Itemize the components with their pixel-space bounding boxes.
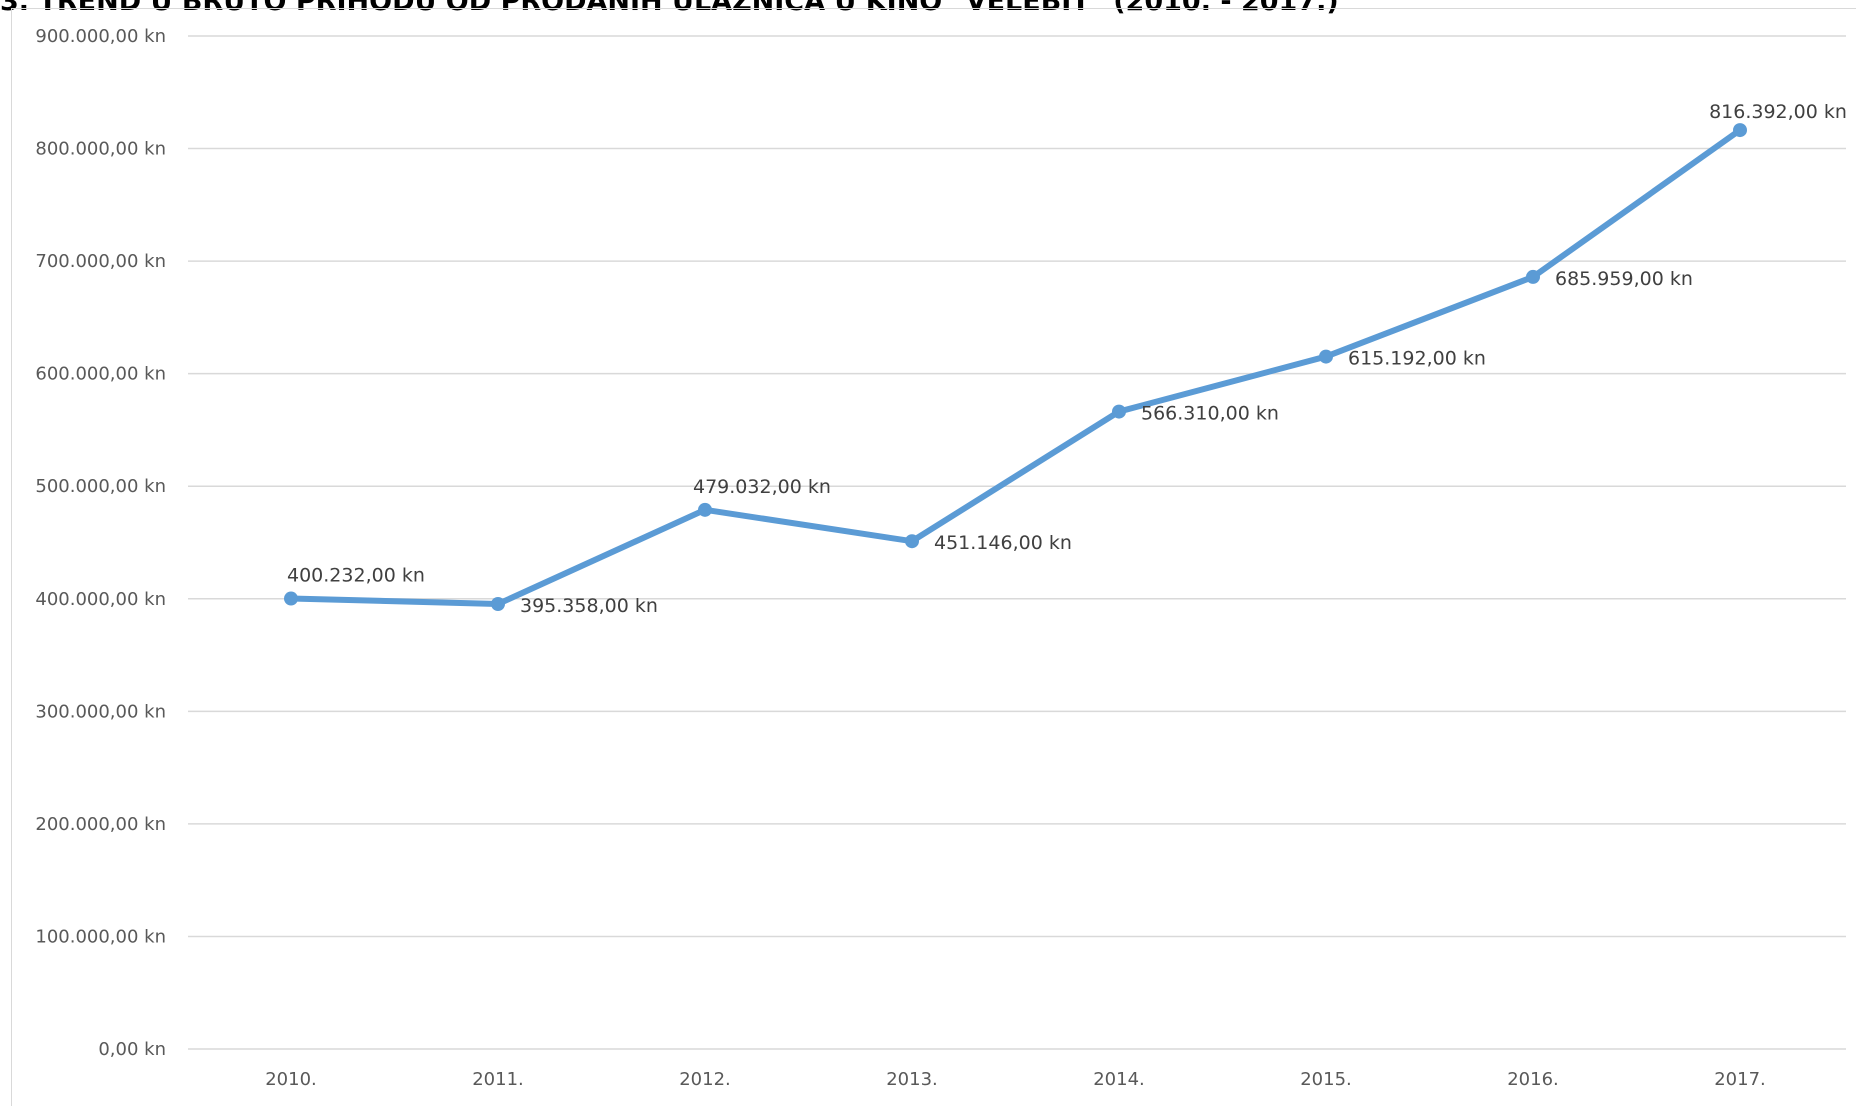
y-tick-label: 100.000,00 kn: [35, 926, 166, 947]
x-axis-tick-labels: 2010. 2011. 2012. 2013. 2014. 2015. 2016. 2017.: [265, 1069, 1766, 1090]
data-point: [491, 597, 505, 612]
x-tick-label: 2012.: [679, 1069, 731, 1090]
x-tick-label: 2016.: [1507, 1069, 1559, 1090]
y-tick-label: 200.000,00 kn: [35, 814, 166, 835]
data-point: [698, 502, 712, 517]
x-tick-label: 2014.: [1093, 1069, 1145, 1090]
data-point: [284, 591, 298, 606]
data-point: [905, 534, 919, 549]
y-tick-label: 0,00 kn: [98, 1039, 166, 1060]
y-tick-label: 800.000,00 kn: [35, 139, 166, 160]
data-label: 451.146,00 kn: [934, 532, 1072, 554]
x-tick-label: 2010.: [265, 1069, 317, 1090]
data-label: 685.959,00 kn: [1555, 268, 1693, 290]
data-point: [1526, 269, 1540, 284]
y-tick-label: 900.000,00 kn: [35, 26, 166, 47]
x-tick-label: 2015.: [1300, 1069, 1352, 1090]
y-tick-label: 400.000,00 kn: [35, 589, 166, 610]
data-label: 615.192,00 kn: [1348, 348, 1486, 370]
y-axis-tick-labels: 0,00 kn 100.000,00 kn 200.000,00 kn 300.000…: [35, 26, 166, 1060]
y-tick-label: 500.000,00 kn: [35, 476, 166, 497]
x-tick-label: 2017.: [1714, 1069, 1766, 1090]
data-label: 566.310,00 kn: [1141, 403, 1279, 425]
chart-area: [11, 8, 1856, 1106]
data-label: 816.392,00 kn: [1709, 101, 1847, 123]
data-label: 395.358,00 kn: [520, 595, 658, 617]
gridlines: [188, 35, 1846, 1050]
data-label: 479.032,00 kn: [693, 476, 831, 498]
data-label: 400.232,00 kn: [287, 565, 425, 587]
x-tick-label: 2013.: [886, 1069, 938, 1090]
y-tick-label: 300.000,00 kn: [35, 701, 166, 722]
x-tick-label: 2011.: [472, 1069, 524, 1090]
y-tick-label: 600.000,00 kn: [35, 364, 166, 385]
data-labels: 400.232,00 kn 395.358,00 kn 479.032,00 kn 4…: [287, 101, 1847, 617]
series-line: [288, 127, 1743, 608]
data-point: [1733, 123, 1747, 138]
data-point: [1319, 349, 1333, 364]
data-point: [1112, 404, 1126, 419]
series-revenue: [284, 123, 1747, 612]
y-tick-label: 700.000,00 kn: [35, 251, 166, 272]
